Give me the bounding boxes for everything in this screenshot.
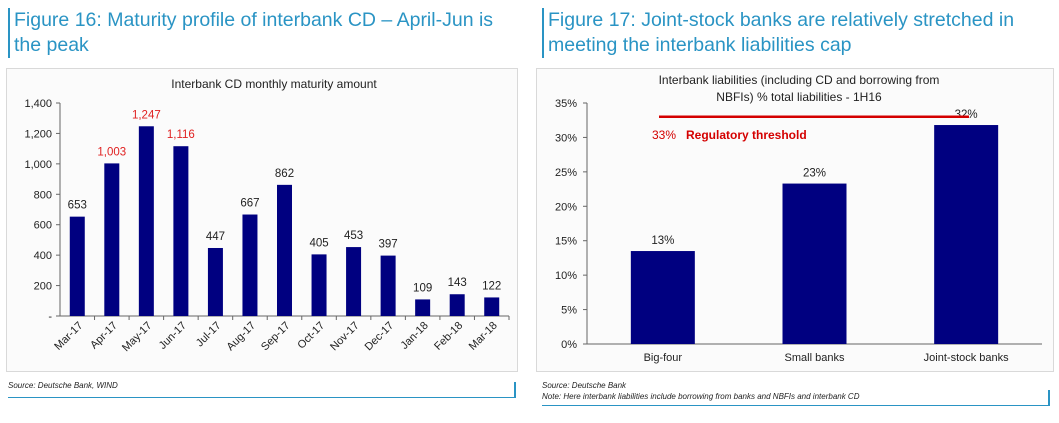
chart-title-line-2: NBFIs) % total liabilities - 1H16 (716, 90, 882, 104)
bar-value-label: 32% (955, 109, 978, 121)
figure-16-title: Figure 16: Maturity profile of interbank… (8, 8, 514, 58)
bar-value-label: 122 (482, 280, 501, 292)
y-tick-label: 20% (555, 201, 577, 213)
figure-16-footer-tick (514, 382, 516, 398)
bar-value-label: 1,247 (132, 109, 161, 121)
bar-value-label: 405 (309, 237, 328, 249)
bar-value-label: 109 (413, 282, 432, 294)
y-tick-label: 800 (34, 189, 52, 201)
y-tick-label: 5% (561, 305, 577, 317)
x-tick-label: Dec-17 (363, 320, 397, 354)
figure-16-footer-rule (8, 397, 516, 398)
y-tick-label: 0% (561, 339, 577, 351)
y-tick-label: 200 (34, 281, 52, 293)
bar (380, 255, 396, 316)
figure-17-bar-chart: Interbank liabilities (including CD and … (555, 73, 1042, 364)
y-tick-label: 15% (555, 236, 577, 248)
figure-16-panel: Figure 16: Maturity profile of interbank… (0, 0, 526, 423)
bar-value-label: 1,003 (97, 146, 126, 158)
bar (630, 251, 695, 344)
x-tick-label: Jan-18 (399, 320, 431, 352)
bar-value-label: 143 (448, 277, 467, 289)
bar (449, 294, 465, 316)
x-tick-label: Jun-17 (157, 320, 189, 352)
x-tick-label: Big-four (644, 352, 683, 364)
bar (242, 214, 258, 316)
x-tick-label: May-17 (120, 320, 154, 354)
bar (173, 146, 189, 316)
bar-value-label: 13% (651, 235, 674, 247)
bar (207, 247, 223, 316)
bar-value-label: 447 (206, 231, 225, 243)
x-tick-label: Feb-18 (432, 320, 465, 353)
figure-17-note-text: Note: Here interbank liabilities include… (542, 392, 860, 401)
figure-17-chart-area: Interbank liabilities (including CD and … (536, 68, 1054, 372)
figure-17-footer-tick (1048, 390, 1050, 406)
bar-value-label: 453 (344, 230, 363, 242)
y-tick-label: 1,400 (24, 98, 52, 110)
chart-title-line-1: Interbank liabilities (including CD and … (659, 73, 940, 87)
x-tick-label: Joint-stock banks (924, 352, 1009, 364)
y-tick-label: 35% (555, 98, 577, 110)
figure-17-source: Source: Deutsche Bank Note: Here interba… (542, 380, 860, 402)
x-tick-label: Sep-17 (259, 320, 293, 354)
y-tick-label: 10% (555, 270, 577, 282)
chart-title: Interbank CD monthly maturity amount (171, 77, 377, 91)
figure-16-chart-area: Interbank CD monthly maturity amount - 200… (6, 68, 518, 372)
threshold-value-label: 33% (652, 128, 676, 142)
y-tick-label: 25% (555, 167, 577, 179)
bar-value-label: 23% (803, 168, 826, 180)
bar (484, 297, 500, 316)
x-tick-label: Small banks (785, 352, 845, 364)
x-tick-label: Nov-17 (328, 320, 362, 354)
y-tick-label: 1,200 (24, 128, 52, 140)
figure-17-title: Figure 17: Joint-stock banks are relativ… (542, 8, 1048, 58)
x-tick-label: Mar-17 (52, 320, 85, 353)
y-tick-label: - (48, 311, 52, 323)
bar-value-label: 862 (275, 168, 294, 180)
y-tick-label: 600 (34, 220, 52, 232)
bar-value-label: 397 (379, 239, 398, 251)
figure-17-source-text: Source: Deutsche Bank (542, 381, 627, 390)
x-tick-label: Oct-17 (295, 320, 327, 352)
y-tick-label: 30% (555, 132, 577, 144)
figure-16-source: Source: Deutsche Bank, WIND (8, 381, 118, 390)
threshold-label: Regulatory threshold (686, 128, 807, 142)
bar (346, 247, 362, 316)
figure-16-bar-chart: Interbank CD monthly maturity amount - 200… (24, 77, 510, 354)
bar (104, 163, 120, 316)
x-tick-label: Apr-17 (88, 320, 120, 352)
bar-value-label: 653 (68, 200, 87, 212)
y-tick-label: 1,000 (24, 159, 52, 171)
bar (415, 299, 431, 316)
bar (934, 125, 999, 344)
x-tick-label: Mar-18 (467, 320, 500, 353)
figure-17-panel: Figure 17: Joint-stock banks are relativ… (534, 0, 1059, 423)
bar (138, 126, 154, 316)
bar (782, 183, 847, 344)
bar (311, 254, 327, 316)
bar-value-label: 667 (240, 198, 259, 210)
figure-17-footer-rule (542, 405, 1050, 406)
y-tick-label: 400 (34, 250, 52, 262)
bar (69, 216, 85, 316)
x-tick-label: Jul-17 (194, 320, 224, 350)
x-tick-label: Aug-17 (225, 320, 259, 354)
bar (277, 184, 292, 316)
bar-value-label: 1,116 (167, 129, 195, 141)
